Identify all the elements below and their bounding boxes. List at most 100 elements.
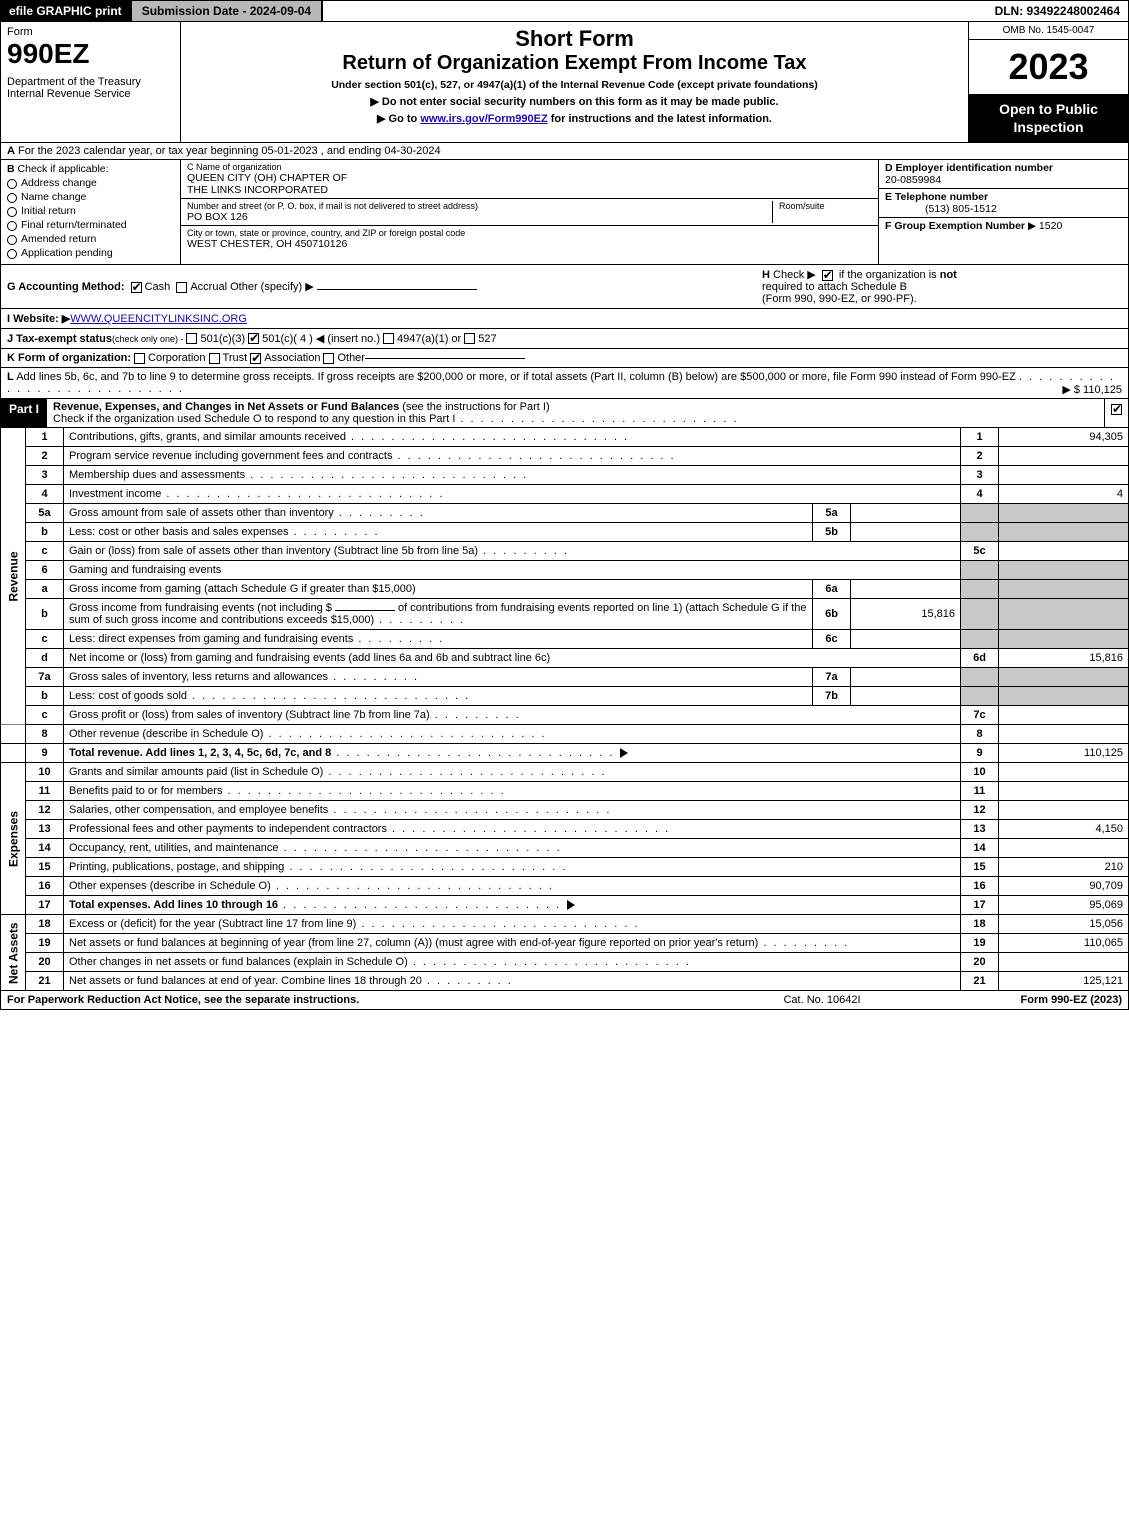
col-b-label: B bbox=[7, 163, 15, 175]
d-label: D Employer identification number bbox=[885, 162, 1053, 174]
chk-accrual[interactable] bbox=[176, 282, 187, 293]
l-text: Add lines 5b, 6c, and 7b to line 9 to de… bbox=[16, 371, 1016, 383]
line-21: 21 Net assets or fund balances at end of… bbox=[1, 972, 1129, 991]
d-ein-row: D Employer identification number 20-0859… bbox=[879, 160, 1128, 189]
dln-label: DLN: 93492248002464 bbox=[987, 1, 1128, 21]
chk-4947[interactable] bbox=[383, 333, 394, 344]
line-5c: c Gain or (loss) from sale of assets oth… bbox=[1, 542, 1129, 561]
h-text3: required to attach Schedule B bbox=[762, 281, 907, 293]
line-14: 14 Occupancy, rent, utilities, and maint… bbox=[1, 839, 1129, 858]
h-not: not bbox=[940, 269, 957, 281]
g-other: Other (specify) ▶ bbox=[230, 281, 314, 293]
col-b-title: Check if applicable: bbox=[18, 163, 109, 175]
footer: For Paperwork Reduction Act Notice, see … bbox=[0, 991, 1129, 1010]
website-link[interactable]: WWW.QUEENCITYLINKSINC.ORG bbox=[70, 313, 247, 325]
l-val: ▶ $ 110,125 bbox=[1062, 383, 1122, 396]
open-to-public: Open to Public Inspection bbox=[969, 94, 1128, 142]
header-center: Short Form Return of Organization Exempt… bbox=[181, 22, 968, 142]
line-7b: b Less: cost of goods sold 7b bbox=[1, 687, 1129, 706]
footer-form: Form 990-EZ (2023) bbox=[922, 994, 1122, 1006]
chk-trust[interactable] bbox=[209, 353, 220, 364]
f-val: ▶ 1520 bbox=[1028, 220, 1062, 232]
chk-h[interactable] bbox=[822, 270, 833, 281]
instr2-pre: ▶ Go to bbox=[377, 113, 420, 125]
arrow-icon bbox=[620, 748, 628, 758]
c-name-row: C Name of organization QUEEN CITY (OH) C… bbox=[181, 160, 878, 199]
part-i-check-text: Check if the organization used Schedule … bbox=[53, 413, 455, 425]
row-a-text: For the 2023 calendar year, or tax year … bbox=[18, 145, 441, 157]
row-j: J Tax-exempt status (check only one) - 5… bbox=[0, 329, 1129, 349]
line-2: 2 Program service revenue including gove… bbox=[1, 447, 1129, 466]
line-5a: 5a Gross amount from sale of assets othe… bbox=[1, 504, 1129, 523]
row-gh: G Accounting Method: Cash Accrual Other … bbox=[0, 265, 1129, 309]
line-7a: 7a Gross sales of inventory, less return… bbox=[1, 668, 1129, 687]
k-label: K Form of organization: bbox=[7, 352, 131, 364]
col-b: B Check if applicable: Address change Na… bbox=[1, 160, 181, 264]
chk-501c[interactable] bbox=[248, 333, 259, 344]
line-3: 3 Membership dues and assessments 3 bbox=[1, 466, 1129, 485]
instr-goto: ▶ Go to www.irs.gov/Form990EZ for instru… bbox=[189, 112, 960, 125]
c-name-label: C Name of organization bbox=[187, 162, 872, 172]
line-13: 13 Professional fees and other payments … bbox=[1, 820, 1129, 839]
part-i-check[interactable] bbox=[1104, 399, 1128, 427]
line-19: 19 Net assets or fund balances at beginn… bbox=[1, 934, 1129, 953]
line-6a: a Gross income from gaming (attach Sched… bbox=[1, 580, 1129, 599]
chk-final-return[interactable]: Final return/terminated bbox=[7, 219, 174, 231]
org-street: PO BOX 126 bbox=[187, 211, 772, 223]
omb-number: OMB No. 1545-0047 bbox=[969, 22, 1128, 40]
part-i-label: Part I bbox=[1, 399, 47, 427]
part-i-header: Part I Revenue, Expenses, and Changes in… bbox=[0, 399, 1129, 428]
chk-assoc[interactable] bbox=[250, 353, 261, 364]
netassets-side-label: Net Assets bbox=[1, 915, 26, 991]
lines-table: Revenue 1 Contributions, gifts, grants, … bbox=[0, 428, 1129, 991]
top-bar: efile GRAPHIC print Submission Date - 20… bbox=[0, 0, 1129, 22]
chk-application-pending[interactable]: Application pending bbox=[7, 247, 174, 259]
part-i-desc: Revenue, Expenses, and Changes in Net As… bbox=[47, 399, 1104, 427]
chk-other-org[interactable] bbox=[323, 353, 334, 364]
line-9: 9 Total revenue. Add lines 1, 2, 3, 4, 5… bbox=[1, 744, 1129, 763]
chk-address-change[interactable]: Address change bbox=[7, 177, 174, 189]
l-label: L bbox=[7, 371, 14, 383]
d-ein: 20-0859984 bbox=[885, 174, 941, 186]
chk-cash[interactable] bbox=[131, 282, 142, 293]
revenue-side-label: Revenue bbox=[1, 428, 26, 725]
chk-527[interactable] bbox=[464, 333, 475, 344]
line-17: 17 Total expenses. Add lines 10 through … bbox=[1, 896, 1129, 915]
efile-label[interactable]: efile GRAPHIC print bbox=[1, 1, 130, 21]
footer-left: For Paperwork Reduction Act Notice, see … bbox=[7, 994, 722, 1006]
header-right: OMB No. 1545-0047 2023 Open to Public In… bbox=[968, 22, 1128, 142]
row-h: H Check ▶ if the organization is not req… bbox=[762, 268, 1122, 305]
chk-amended-return[interactable]: Amended return bbox=[7, 233, 174, 245]
tax-year: 2023 bbox=[969, 40, 1128, 94]
row-a: A For the 2023 calendar year, or tax yea… bbox=[0, 143, 1129, 160]
submission-date: Submission Date - 2024-09-04 bbox=[130, 1, 323, 21]
row-k: K Form of organization: Corporation Trus… bbox=[0, 349, 1129, 368]
j-label: J Tax-exempt status bbox=[7, 333, 112, 345]
section-bcdef: B Check if applicable: Address change Na… bbox=[0, 160, 1129, 265]
line-7c: c Gross profit or (loss) from sales of i… bbox=[1, 706, 1129, 725]
chk-501c3[interactable] bbox=[186, 333, 197, 344]
instr-no-ssn: ▶ Do not enter social security numbers o… bbox=[189, 95, 960, 108]
arrow-icon bbox=[567, 900, 575, 910]
g-label: G Accounting Method: bbox=[7, 281, 125, 293]
chk-corp[interactable] bbox=[134, 353, 145, 364]
row-a-label: A bbox=[7, 145, 15, 157]
line-6c: c Less: direct expenses from gaming and … bbox=[1, 630, 1129, 649]
irs-link[interactable]: www.irs.gov/Form990EZ bbox=[420, 113, 547, 125]
line-5b: b Less: cost or other basis and sales ex… bbox=[1, 523, 1129, 542]
e-label: E Telephone number bbox=[885, 191, 988, 203]
chk-initial-return[interactable]: Initial return bbox=[7, 205, 174, 217]
part-i-sub: (see the instructions for Part I) bbox=[402, 401, 549, 413]
line-20: 20 Other changes in net assets or fund b… bbox=[1, 953, 1129, 972]
c-street-label: Number and street (or P. O. box, if mail… bbox=[187, 201, 772, 211]
header-left: Form 990EZ Department of the Treasury In… bbox=[1, 22, 181, 142]
col-c: C Name of organization QUEEN CITY (OH) C… bbox=[181, 160, 878, 264]
h-text1: Check ▶ bbox=[773, 269, 816, 281]
c-room-label: Room/suite bbox=[779, 201, 872, 211]
part-i-title: Revenue, Expenses, and Changes in Net As… bbox=[53, 401, 399, 413]
line-12: 12 Salaries, other compensation, and emp… bbox=[1, 801, 1129, 820]
form-number: 990EZ bbox=[7, 38, 174, 70]
chk-name-change[interactable]: Name change bbox=[7, 191, 174, 203]
row-i: I Website: ▶ WWW.QUEENCITYLINKSINC.ORG bbox=[0, 309, 1129, 329]
under-section-text: Under section 501(c), 527, or 4947(a)(1)… bbox=[189, 79, 960, 91]
